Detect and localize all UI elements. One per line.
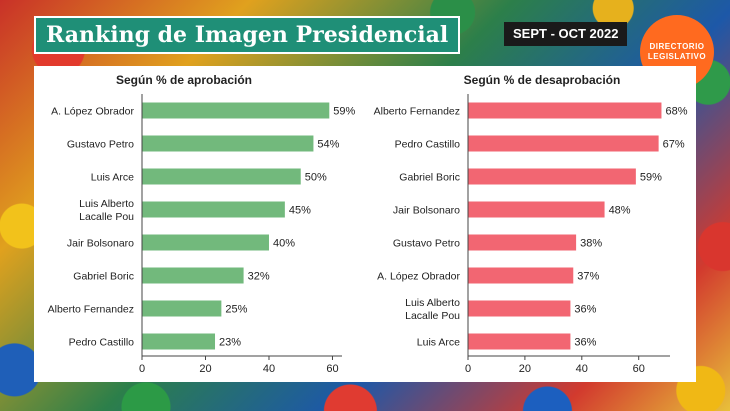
x-tick-label: 40 bbox=[263, 363, 275, 375]
bar bbox=[142, 135, 314, 152]
bar bbox=[468, 135, 659, 152]
bar bbox=[468, 234, 577, 251]
x-tick-label: 20 bbox=[519, 363, 531, 375]
category-label: Lacalle Pou bbox=[79, 211, 134, 223]
category-label: Gustavo Petro bbox=[67, 139, 134, 151]
data-label: 37% bbox=[577, 271, 599, 283]
bar bbox=[142, 201, 285, 218]
category-label: Pedro Castillo bbox=[69, 337, 135, 349]
data-label: 67% bbox=[663, 139, 685, 151]
x-tick-label: 20 bbox=[199, 363, 211, 375]
data-label: 36% bbox=[574, 337, 596, 349]
bar bbox=[142, 102, 330, 119]
chart-title: Según % de desaprobación bbox=[464, 73, 621, 87]
category-label: Gabriel Boric bbox=[73, 271, 134, 283]
logo-text-line2: LEGISLATIVO bbox=[647, 52, 707, 61]
category-label: Lacalle Pou bbox=[405, 310, 460, 322]
bar bbox=[468, 201, 605, 218]
approval-bar-chart: Según % de aprobación 59% A. López Obrador… bbox=[48, 73, 356, 375]
bar bbox=[468, 102, 662, 119]
data-label: 45% bbox=[289, 205, 311, 217]
data-label: 36% bbox=[574, 304, 596, 316]
data-label: 38% bbox=[580, 238, 602, 250]
date-badge: SEPT - OCT 2022 bbox=[504, 22, 628, 46]
data-label: 40% bbox=[273, 238, 295, 250]
bar bbox=[468, 333, 571, 350]
category-label: Luis Arce bbox=[91, 172, 134, 184]
x-tick-label: 40 bbox=[576, 363, 588, 375]
category-label: Luis Alberto bbox=[405, 297, 460, 309]
bar bbox=[468, 267, 574, 284]
bar bbox=[468, 168, 636, 185]
data-label: 50% bbox=[305, 172, 327, 184]
bar bbox=[468, 300, 571, 317]
disapproval-bar-chart: Según % de desaprobación 68% Alberto Ferna… bbox=[374, 73, 688, 375]
category-label: Alberto Fernandez bbox=[374, 106, 460, 118]
data-label: 59% bbox=[333, 106, 355, 118]
data-label: 48% bbox=[609, 205, 631, 217]
data-label: 25% bbox=[225, 304, 247, 316]
bar bbox=[142, 267, 244, 284]
category-label: Luis Alberto bbox=[79, 198, 134, 210]
category-label: Luis Arce bbox=[417, 337, 460, 349]
category-label: Pedro Castillo bbox=[395, 139, 461, 151]
x-tick-label: 0 bbox=[465, 363, 471, 375]
data-label: 59% bbox=[640, 172, 662, 184]
logo-text-line1: DIRECTORIO bbox=[649, 42, 705, 51]
bar bbox=[142, 168, 301, 185]
page-title: Ranking de Imagen Presidencial bbox=[34, 16, 461, 54]
data-label: 54% bbox=[317, 139, 339, 151]
category-label: Alberto Fernandez bbox=[48, 304, 134, 316]
data-label: 68% bbox=[665, 106, 687, 118]
category-label: A. López Obrador bbox=[377, 271, 460, 283]
chart-title: Según % de aprobación bbox=[116, 73, 252, 87]
category-label: A. López Obrador bbox=[51, 106, 134, 118]
charts-panel: Según % de aprobación 59% A. López Obrador… bbox=[34, 66, 696, 382]
bar bbox=[142, 333, 216, 350]
x-tick-label: 60 bbox=[633, 363, 645, 375]
bar bbox=[142, 234, 269, 251]
category-label: Jair Bolsonaro bbox=[393, 205, 460, 217]
category-label: Gabriel Boric bbox=[399, 172, 460, 184]
category-label: Jair Bolsonaro bbox=[67, 238, 134, 250]
x-tick-label: 60 bbox=[326, 363, 338, 375]
data-label: 23% bbox=[219, 337, 241, 349]
x-tick-label: 0 bbox=[139, 363, 145, 375]
category-label: Gustavo Petro bbox=[393, 238, 460, 250]
data-label: 32% bbox=[248, 271, 270, 283]
bar bbox=[142, 300, 222, 317]
